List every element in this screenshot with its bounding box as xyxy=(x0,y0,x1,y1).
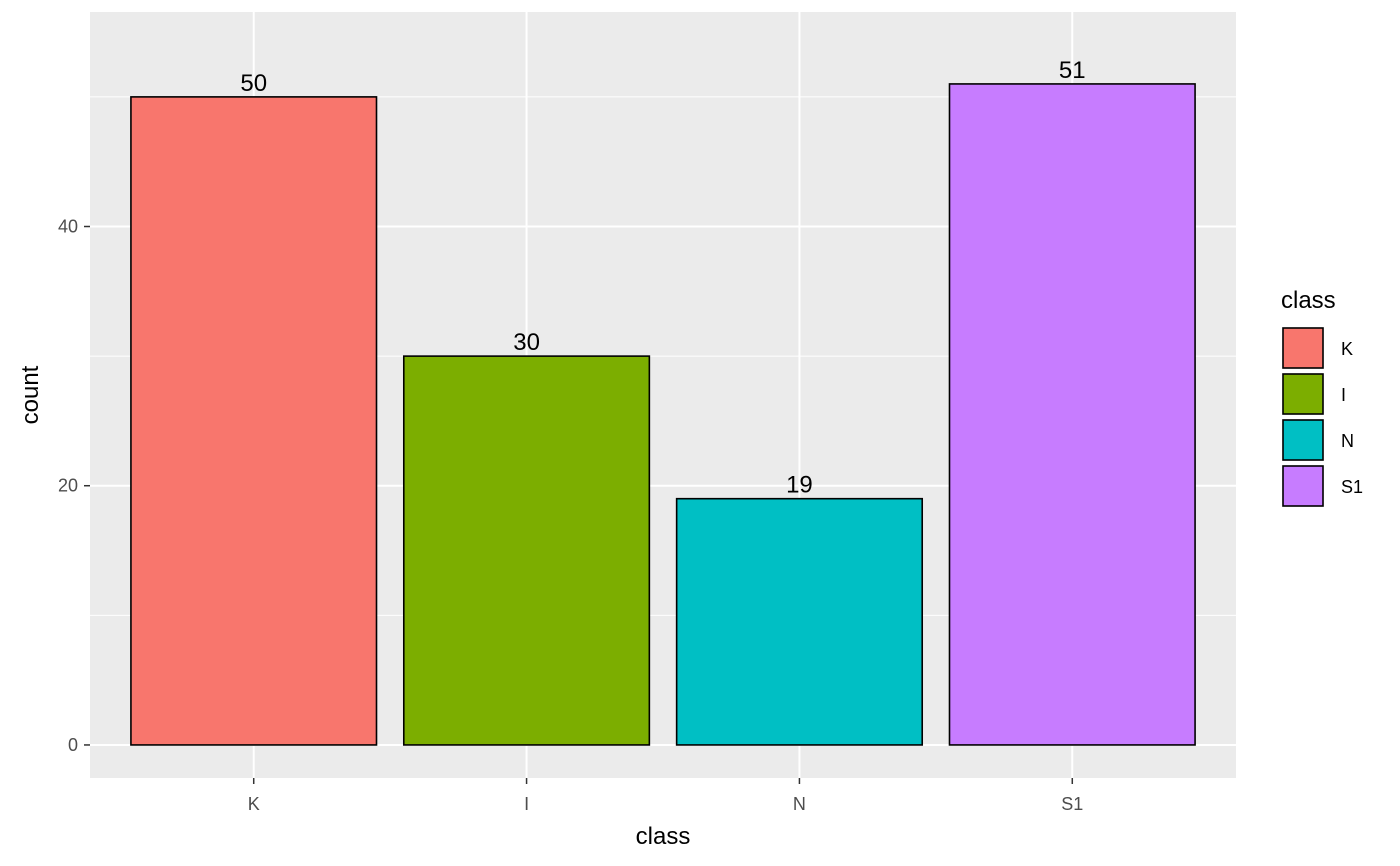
legend-title: class xyxy=(1281,287,1336,314)
legend-label-i: I xyxy=(1341,385,1346,405)
legend-label-k: K xyxy=(1341,339,1353,359)
data-label-k: 50 xyxy=(240,70,267,97)
bar-k xyxy=(130,96,378,746)
bars xyxy=(130,83,1196,746)
x-tick-label: N xyxy=(793,794,806,814)
x-tick-label: K xyxy=(248,794,260,814)
x-axis: K I N S1 xyxy=(248,778,1083,814)
bar-i xyxy=(402,355,651,746)
y-tick-label: 0 xyxy=(68,735,78,755)
bar-n xyxy=(675,497,924,746)
data-labels: 50 30 19 51 xyxy=(240,57,1085,499)
x-tick-label: S1 xyxy=(1061,794,1083,814)
legend-label-s1: S1 xyxy=(1341,477,1363,497)
legend-key-k xyxy=(1282,327,1324,369)
legend-key-s1 xyxy=(1282,465,1324,507)
legend-key-i xyxy=(1282,373,1324,415)
y-tick-label: 40 xyxy=(58,217,78,237)
data-label-n: 19 xyxy=(786,472,813,499)
legend-label-n: N xyxy=(1341,431,1354,451)
y-tick-label: 20 xyxy=(58,476,78,496)
legend-key-n xyxy=(1282,419,1324,461)
data-label-i: 30 xyxy=(513,329,540,356)
legend: class K I N S1 xyxy=(1281,287,1363,507)
bar-s1 xyxy=(948,83,1196,746)
y-axis-title: count xyxy=(17,365,44,424)
x-tick-label: I xyxy=(524,794,529,814)
data-label-s1: 51 xyxy=(1059,57,1086,84)
y-axis: 0 20 40 xyxy=(58,217,90,755)
x-axis-title: class xyxy=(636,823,691,850)
